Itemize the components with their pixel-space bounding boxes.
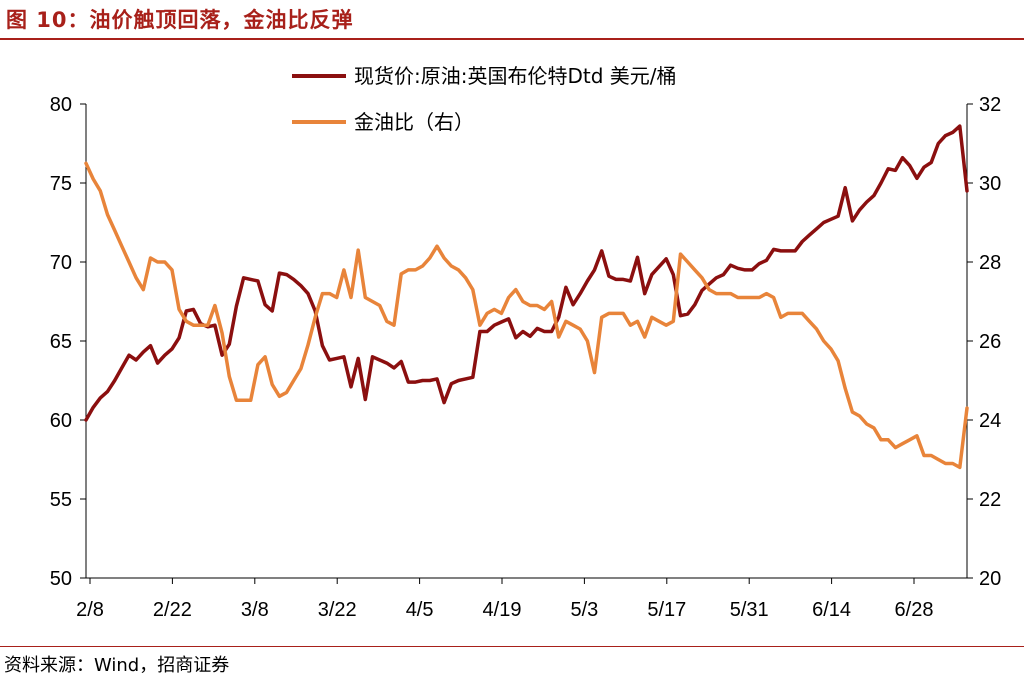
x-tick-label: 5/3: [570, 599, 598, 621]
y-right-tick-label: 26: [979, 331, 1001, 353]
chart-axes: 80 75 70 65 60 55 50 32 30 28 26 24 22 20 2/8 2/22 3/8 3/…: [50, 94, 1002, 621]
source-divider: [0, 646, 1024, 647]
y-left-tick-label: 60: [50, 410, 72, 432]
x-tick-label: 2/22: [153, 599, 192, 621]
y-right-tick-label: 20: [979, 568, 1001, 590]
title-bar: 图 10：油价触顶回落，金油比反弹: [0, 0, 1024, 40]
x-tick-label: 2/8: [76, 599, 104, 621]
y-left-tick-label: 55: [50, 489, 72, 511]
x-tick-label: 3/22: [318, 599, 357, 621]
legend-label-gold-oil: 金油比（右）: [354, 110, 474, 134]
page-title: 图 10：油价触顶回落，金油比反弹: [6, 8, 354, 32]
y-right-tick-label: 30: [979, 173, 1001, 195]
series-line-gold-oil-ratio: [84, 161, 969, 470]
x-tick-label: 6/28: [895, 599, 934, 621]
series-line-brent: [84, 124, 969, 422]
y-right-tick-label: 22: [979, 489, 1001, 511]
source-note: 资料来源：Wind，招商证券: [4, 655, 230, 676]
title-divider: [0, 38, 1024, 40]
y-right-tick-label: 24: [979, 410, 1001, 432]
y-left-tick-label: 75: [50, 173, 72, 195]
chart: 80 75 70 65 60 55 50 32 30 28 26 24 22 20 2/8 2/22 3/8 3/…: [50, 64, 1002, 621]
x-tick-label: 5/17: [647, 599, 686, 621]
y-left-tick-label: 65: [50, 331, 72, 353]
x-tick-label: 4/19: [483, 599, 522, 621]
x-tick-label: 5/31: [730, 599, 769, 621]
y-right-tick-label: 32: [979, 94, 1001, 116]
y-left-tick-label: 70: [50, 252, 72, 274]
x-tick-label: 4/5: [406, 599, 434, 621]
chart-series: [84, 124, 969, 470]
x-tick-label: 6/14: [812, 599, 851, 621]
y-left-tick-label: 50: [50, 568, 72, 590]
x-tick-label: 3/8: [241, 599, 269, 621]
y-left-tick-label: 80: [50, 94, 72, 116]
y-right-tick-label: 28: [979, 252, 1001, 274]
legend-label-brent: 现货价:原油:英国布伦特Dtd 美元/桶: [354, 64, 677, 88]
